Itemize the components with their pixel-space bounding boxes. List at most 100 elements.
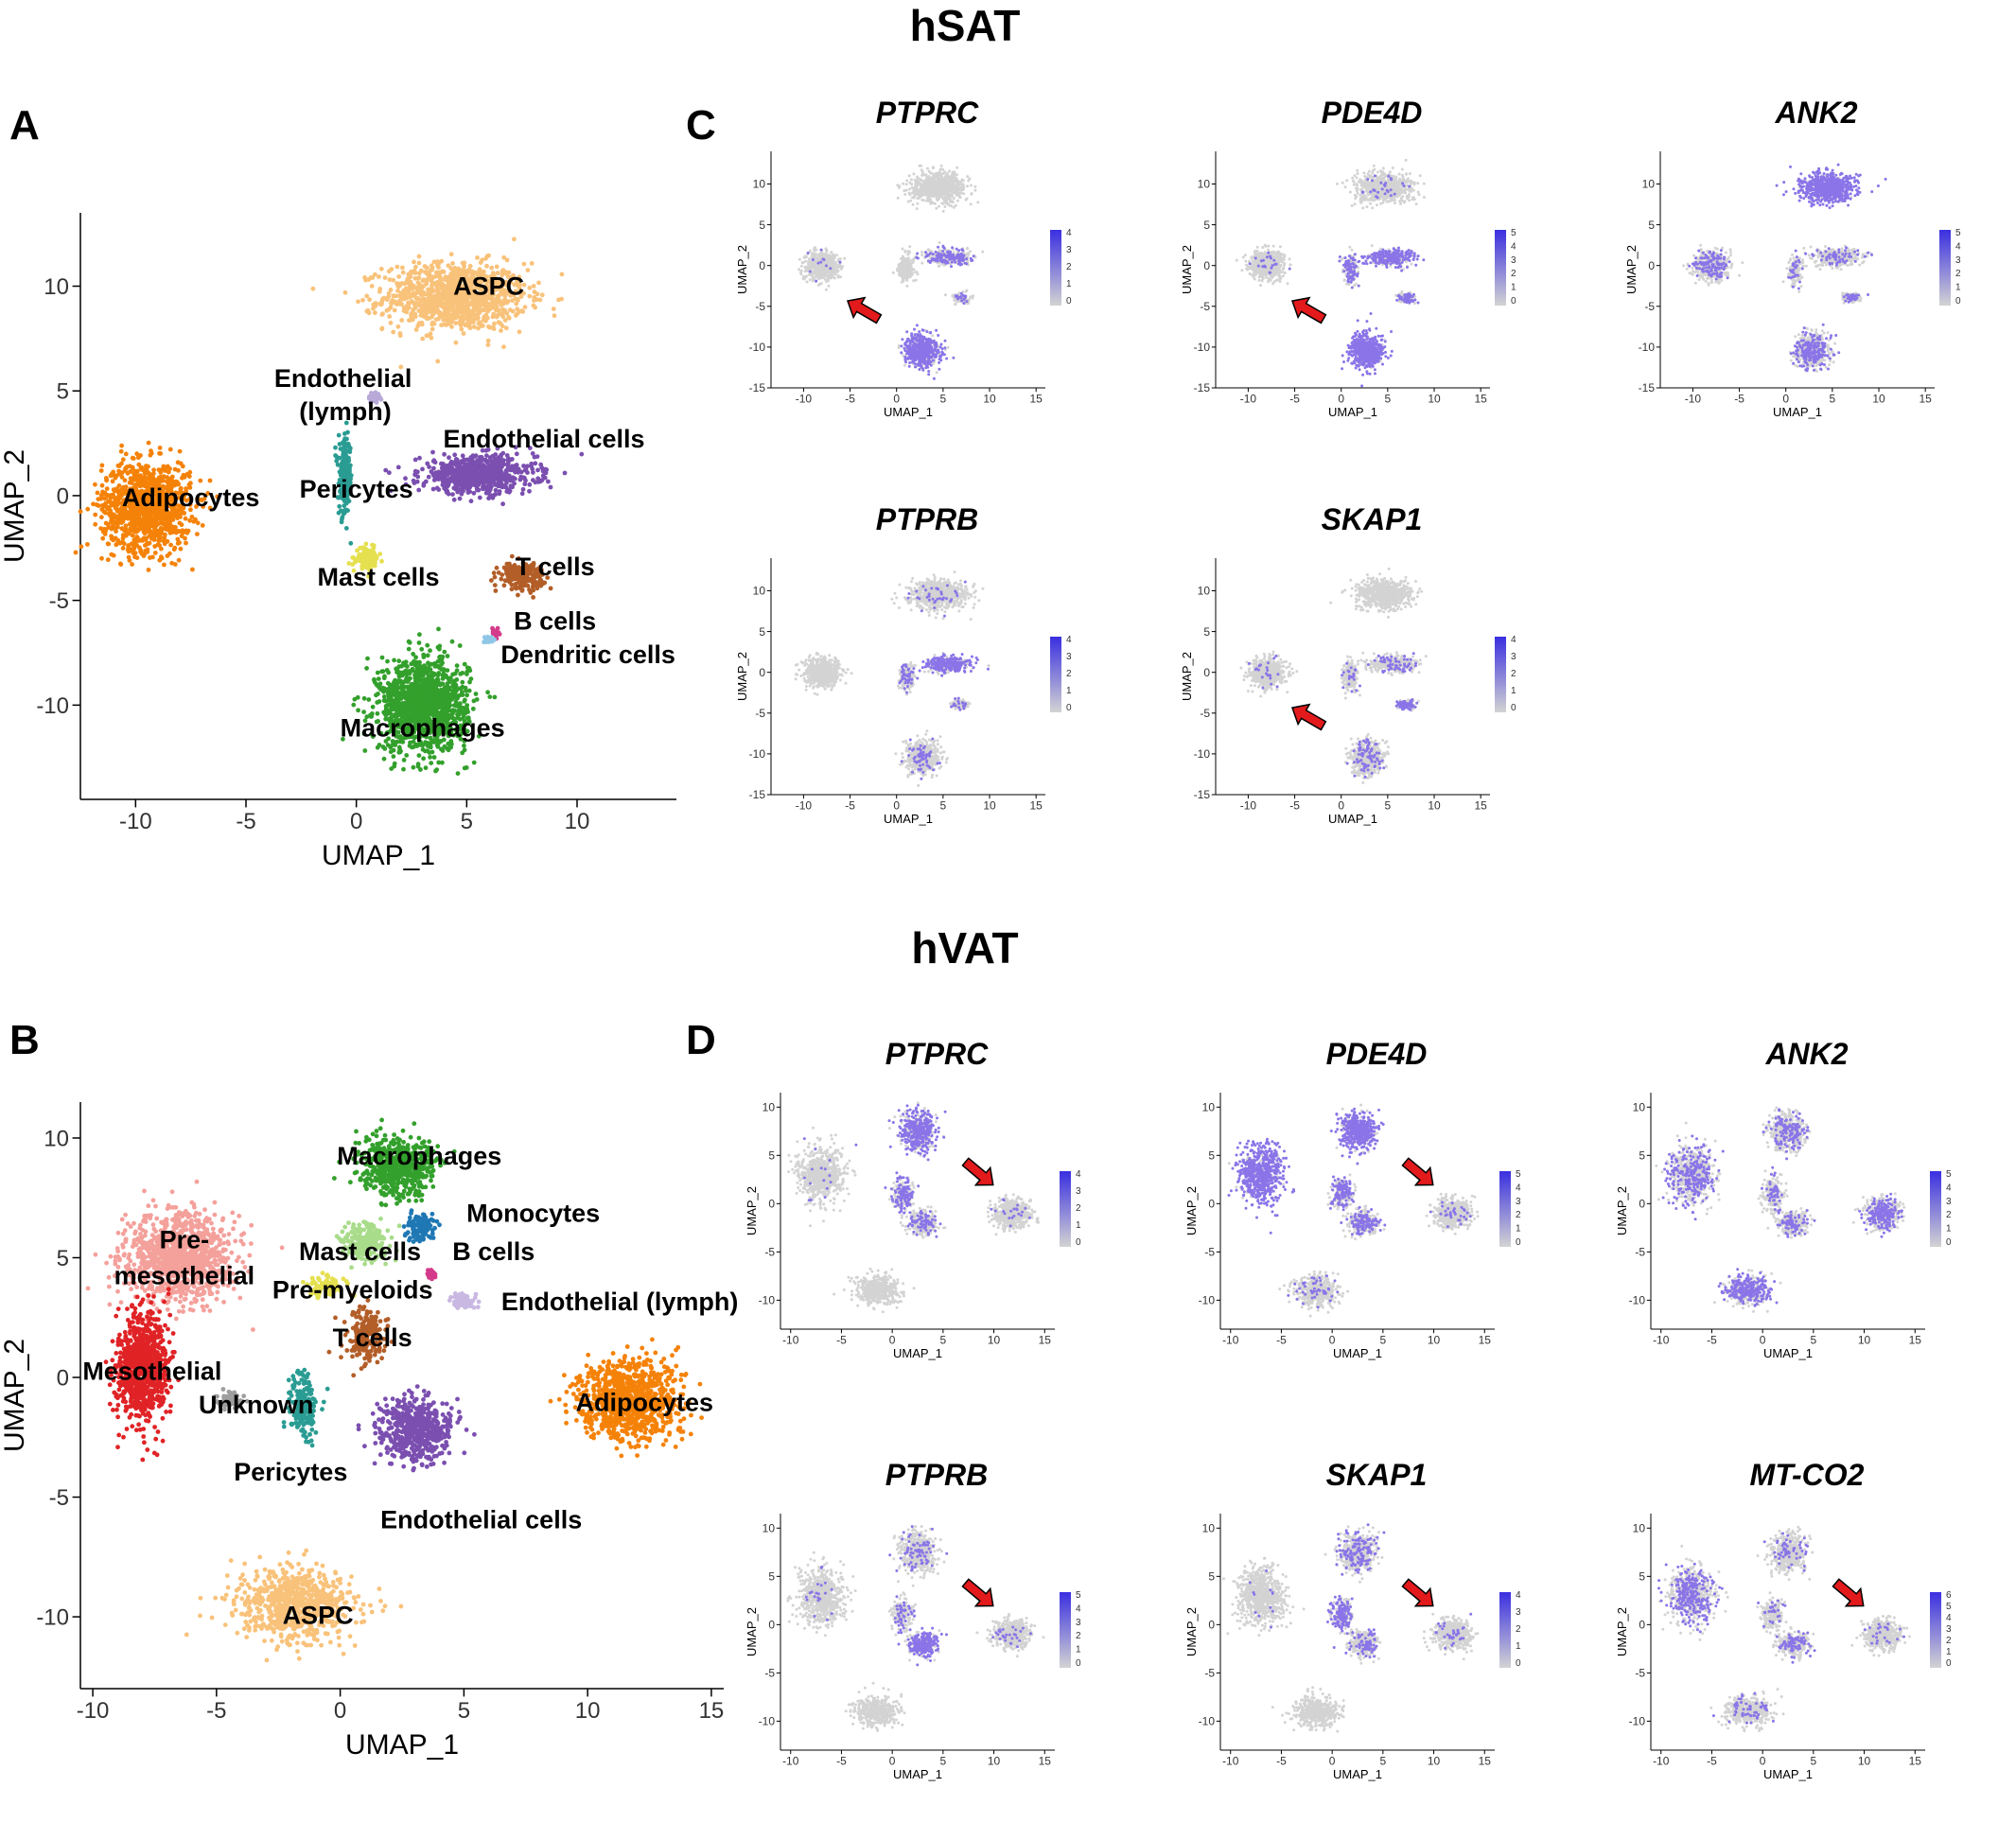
cell-point (418, 268, 424, 273)
cell-point (104, 478, 109, 483)
cell-point (458, 292, 463, 298)
cell-point (437, 646, 442, 652)
cell-point (432, 471, 438, 477)
cell-point (412, 678, 418, 683)
cell-point (519, 491, 525, 497)
cell-point (467, 489, 472, 495)
cell-point (85, 542, 90, 547)
cell-point (490, 314, 496, 320)
cell-point (425, 703, 430, 709)
cell-point (386, 290, 392, 296)
cell-point (473, 306, 478, 311)
plot-B-x-tick-label: -10 (77, 1698, 110, 1724)
cell-point (476, 325, 481, 331)
cell-point (428, 755, 432, 760)
cell-point (118, 461, 124, 466)
cell-point (530, 466, 535, 472)
cell-point (398, 364, 404, 370)
cell-point (98, 468, 104, 473)
cell-point (389, 766, 394, 771)
cell-point (167, 476, 172, 482)
cell-point (510, 308, 516, 314)
cell-point (425, 461, 430, 466)
plot-A-y-tick-label: 10 (44, 274, 69, 300)
cell-point (151, 471, 156, 476)
cell-point (461, 331, 466, 336)
cell-point (381, 756, 387, 762)
cell-point (167, 551, 172, 556)
cell-point (470, 706, 476, 711)
cell-point (120, 546, 126, 551)
cell-point (93, 512, 98, 517)
cell-point (386, 670, 391, 675)
cell-point (434, 767, 440, 772)
cell-point (396, 745, 402, 750)
cell-point (435, 273, 440, 279)
cell-point (548, 586, 553, 591)
cell-point (443, 482, 448, 487)
cell-point (499, 576, 504, 582)
cell-point (177, 448, 183, 454)
cell-point (348, 463, 353, 468)
cell-point (450, 695, 456, 700)
cell-point (136, 462, 142, 467)
cell-point (487, 486, 493, 492)
cell-point (527, 587, 532, 592)
cell-point (435, 289, 440, 294)
cell-point (492, 574, 498, 580)
cell-point (498, 321, 503, 326)
cell-point (381, 694, 387, 699)
cell-point (194, 504, 199, 509)
cell-point (425, 653, 430, 658)
cell-point (377, 301, 382, 307)
cell-point (116, 517, 122, 522)
cell-point (501, 254, 507, 260)
plot-A-y-tick-label: 0 (57, 483, 69, 509)
cell-point (396, 672, 402, 677)
plot-B-y-tick-label: -10 (36, 1604, 69, 1630)
cell-point (397, 282, 403, 288)
cell-point (385, 743, 391, 747)
panel-letter-a: A (9, 102, 40, 149)
cell-point (130, 562, 135, 567)
cell-point (440, 748, 446, 753)
cell-point (358, 557, 362, 563)
cell-point (412, 311, 418, 317)
cell-point (167, 447, 173, 452)
cluster-label: T cells (516, 552, 595, 581)
cell-point (483, 283, 489, 289)
cell-point (215, 1289, 220, 1295)
cell-point (158, 470, 164, 475)
cell-point (376, 692, 380, 696)
cell-point (413, 695, 419, 701)
plot-A-x-tick-label: 5 (461, 809, 473, 834)
cell-point (386, 702, 392, 708)
cell-point (535, 467, 540, 473)
cell-point (436, 299, 442, 305)
cell-point (375, 670, 380, 675)
cell-point (514, 463, 519, 467)
cell-point (460, 260, 465, 266)
cell-point (495, 271, 500, 275)
cell-point (468, 499, 474, 504)
cluster-label: B cells (514, 607, 596, 636)
cell-point (418, 767, 423, 772)
cell-point (453, 321, 459, 325)
cell-point (372, 677, 377, 683)
cell-point (400, 683, 406, 689)
cell-point (388, 749, 394, 755)
cell-point (370, 275, 376, 280)
cell-point (405, 679, 411, 684)
cell-point (188, 507, 193, 513)
cell-point (409, 700, 414, 705)
cell-point (475, 477, 481, 482)
cell-point (450, 672, 455, 677)
cell-point (460, 692, 465, 697)
cell-point (134, 516, 140, 521)
cell-point (477, 305, 482, 310)
cell-point (521, 464, 526, 468)
cell-point (465, 692, 469, 698)
cell-point (516, 592, 520, 598)
cell-point (379, 655, 385, 660)
cell-point (496, 296, 501, 302)
